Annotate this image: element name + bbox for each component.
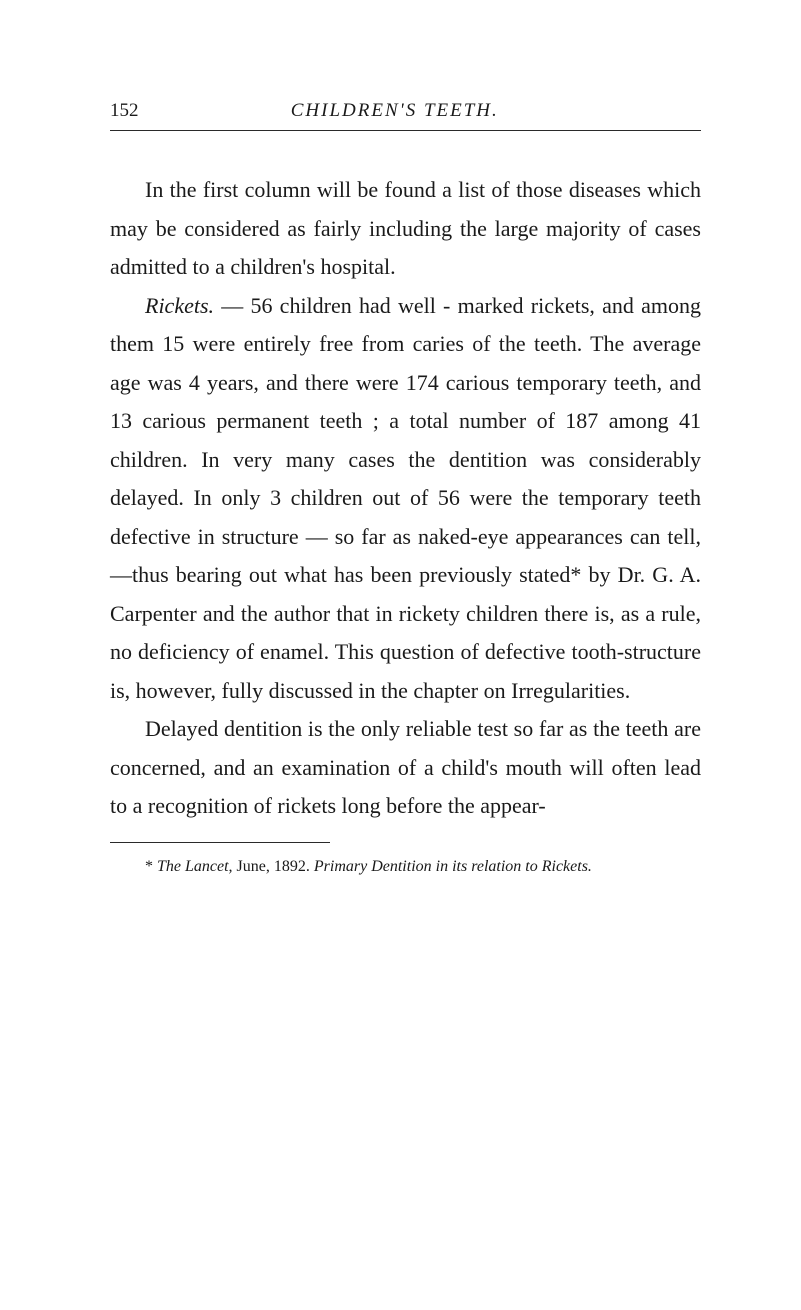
paragraph-2: Rickets. — 56 children had well - marked… — [110, 287, 701, 711]
footnote-marker: * — [145, 858, 157, 875]
page-number: 152 — [110, 100, 139, 122]
page-title: CHILDREN'S TEETH. — [139, 100, 702, 122]
paragraph-1: In the first column will be found a list… — [110, 171, 701, 287]
paragraph-2-body: — 56 children had well - marked rickets,… — [110, 293, 701, 703]
paragraph-3: Delayed dentition is the only reliable t… — [110, 710, 701, 826]
body-text: In the first column will be found a list… — [110, 171, 701, 826]
page-header: 152 CHILDREN'S TEETH. — [110, 100, 701, 122]
header-divider — [110, 130, 701, 131]
footnote-title: Primary Dentition in its relation to Ric… — [314, 858, 592, 875]
footnote: * The Lancet, June, 1892. Primary Dentit… — [110, 853, 701, 880]
book-page: 152 CHILDREN'S TEETH. In the first colum… — [0, 0, 801, 1310]
footnote-date: June, 1892. — [233, 858, 314, 875]
footnote-divider — [110, 842, 330, 843]
footnote-lancet: The Lancet, — [157, 858, 233, 875]
rickets-heading: Rickets. — [145, 293, 214, 318]
